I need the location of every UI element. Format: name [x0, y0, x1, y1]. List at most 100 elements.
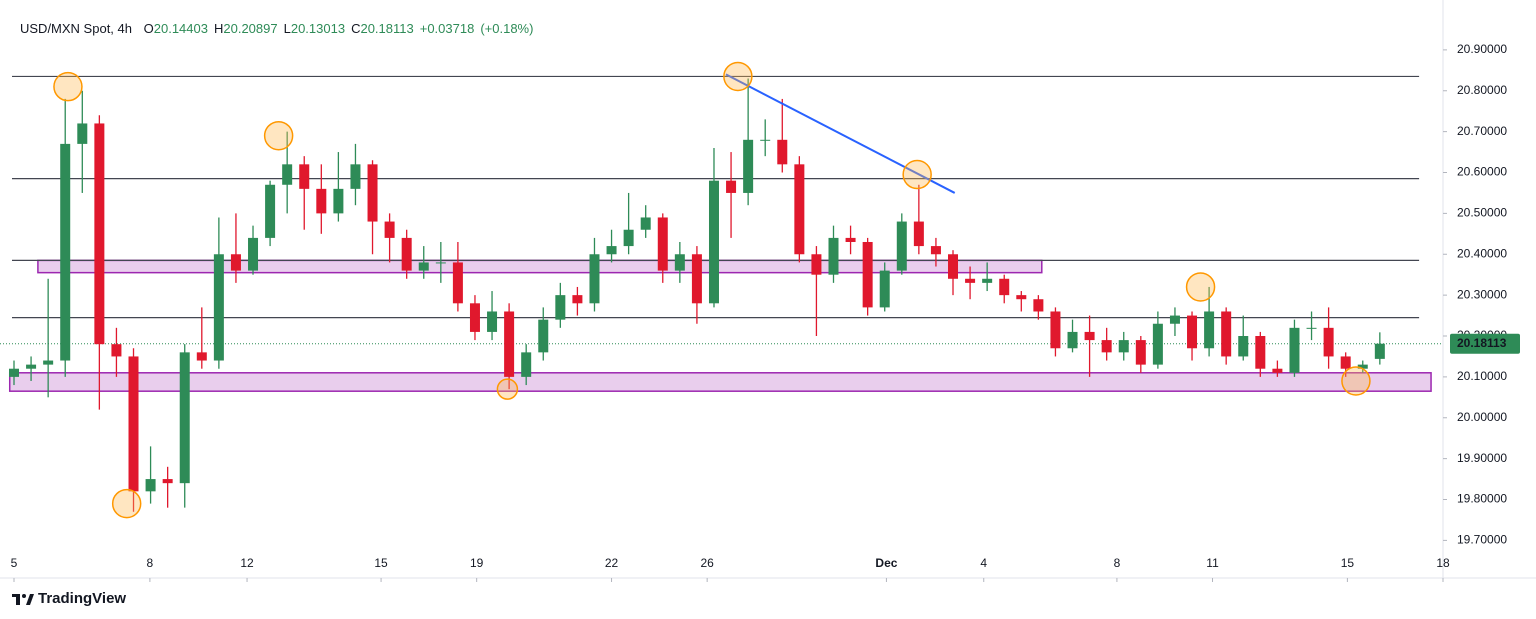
y-tick-label: 20.10000	[1457, 369, 1507, 383]
candle-body	[1374, 343, 1385, 359]
candle-body	[248, 237, 259, 271]
y-tick-label: 20.00000	[1457, 410, 1507, 424]
ohlc-label: L	[283, 21, 291, 36]
candle-body	[94, 123, 105, 345]
candle-body	[179, 352, 190, 484]
x-tick-label: 19	[470, 556, 484, 570]
candle-body	[760, 139, 771, 141]
candle-body	[384, 221, 395, 238]
swing-marker	[723, 61, 753, 92]
candle-body	[1152, 323, 1163, 365]
swing-marker	[53, 71, 83, 102]
candle-body	[418, 262, 429, 271]
candle-body	[589, 254, 600, 304]
y-tick-label: 19.70000	[1457, 533, 1507, 547]
candle-body	[213, 254, 224, 361]
brand-name: TradingView	[38, 590, 127, 607]
candle-body	[469, 303, 480, 332]
y-tick-label: 20.40000	[1457, 246, 1507, 260]
candle-body	[26, 364, 37, 369]
candle-body	[1340, 356, 1351, 369]
candle-body	[487, 311, 498, 332]
candle-body	[1272, 368, 1283, 373]
candle-body	[708, 180, 719, 304]
candle-body	[1255, 336, 1266, 369]
x-tick-label: 8	[147, 556, 154, 570]
candle-body	[452, 262, 463, 304]
candle-body	[623, 229, 634, 247]
candle-body	[1289, 327, 1300, 373]
trendline	[725, 73, 956, 194]
plot-area	[0, 0, 1443, 578]
ohlc-value: 20.18113	[360, 21, 414, 36]
candle-body	[811, 254, 822, 275]
change-percent: (+0.18%)	[480, 21, 534, 36]
candle-body	[794, 164, 805, 255]
candle-body	[896, 221, 907, 271]
x-tick-label: 12	[240, 556, 254, 570]
candle-body	[77, 123, 88, 144]
candle-body	[999, 278, 1010, 296]
y-tick-label: 20.50000	[1457, 206, 1507, 220]
candle-body	[555, 295, 566, 320]
candle-body	[145, 479, 156, 492]
candle-body	[1033, 299, 1044, 312]
ohlc-label: H	[213, 21, 224, 36]
swing-marker	[902, 159, 932, 190]
y-tick-label: 20.60000	[1457, 165, 1507, 179]
y-tick-label: 19.80000	[1457, 492, 1507, 506]
candle-body	[504, 311, 515, 377]
x-tick-label: 18	[1436, 556, 1450, 570]
candle-body	[162, 479, 173, 484]
candle-body	[965, 278, 976, 283]
ohlc-label: C	[351, 21, 361, 36]
swing-marker	[263, 120, 294, 151]
candle-body	[1238, 336, 1249, 357]
candle-body	[401, 237, 412, 271]
candle-body	[196, 352, 207, 361]
change: +0.03718	[419, 21, 475, 36]
candle-body	[845, 237, 856, 242]
symbol-title: USD/MXN Spot, 4h	[20, 21, 132, 36]
x-tick-label: 5	[11, 556, 18, 570]
ohlc-label: O	[143, 21, 154, 36]
candle-body	[538, 319, 549, 353]
last-price-badge	[1450, 333, 1520, 354]
zone	[37, 259, 1043, 274]
y-tick-label: 20.30000	[1457, 287, 1507, 301]
y-tick-label: 20.70000	[1457, 124, 1507, 138]
candle-body	[1187, 315, 1198, 349]
header: USD/MXN Spot, 4h O20.14403 H20.20897 L 20.1…	[20, 21, 539, 36]
candle-body	[1050, 311, 1061, 349]
candle-body	[743, 139, 754, 193]
candle-body	[1101, 340, 1112, 353]
x-tick-label: 4	[980, 556, 987, 570]
candle-body	[726, 180, 737, 193]
candle-body	[640, 217, 651, 230]
candle-body	[828, 237, 839, 275]
candle-body	[8, 368, 19, 377]
ohlc-value: 20.20897	[223, 21, 278, 36]
candle-body	[913, 221, 924, 247]
candle-body	[862, 241, 873, 308]
ohlc-value: 20.14403	[153, 21, 208, 36]
candle-body	[333, 188, 344, 214]
candle-body	[777, 139, 788, 165]
candle-body	[128, 356, 139, 492]
candle-body	[1323, 327, 1334, 357]
candle-body	[879, 270, 890, 308]
candle-body	[606, 246, 617, 255]
candle-body	[367, 164, 378, 222]
candle-body	[948, 254, 959, 279]
candle-body	[930, 246, 941, 255]
candle-body	[1357, 364, 1368, 369]
candle-body	[982, 278, 993, 283]
swing-marker	[1341, 366, 1371, 396]
last-price-label: 20.18113	[1457, 336, 1507, 350]
x-tick-label: 11	[1206, 556, 1219, 570]
candle-body	[230, 254, 241, 271]
brand-logo	[12, 593, 34, 605]
candle-body	[1118, 340, 1129, 353]
